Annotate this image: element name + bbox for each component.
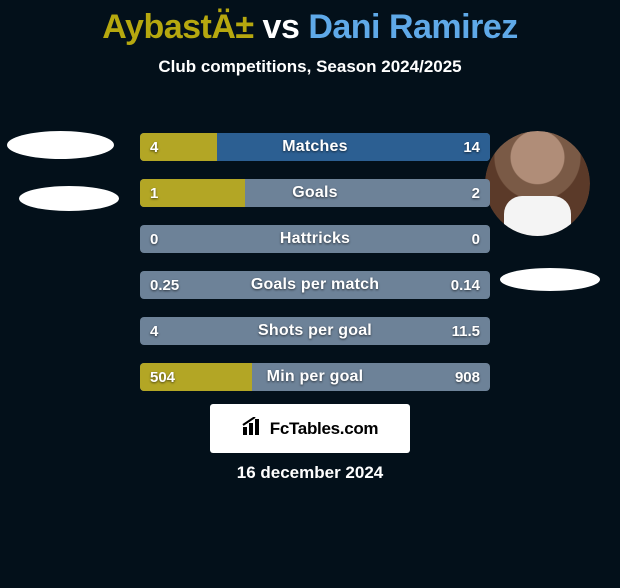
stat-bar: 12Goals <box>140 179 490 207</box>
player2-photo-placeholder <box>485 131 590 236</box>
stat-label: Goals per match <box>140 271 490 299</box>
player2-avatar <box>485 131 590 236</box>
comparison-title: AybastÄ± vs Dani Ramirez <box>0 8 620 47</box>
stat-bar: 00Hattricks <box>140 225 490 253</box>
subtitle: Club competitions, Season 2024/2025 <box>0 57 620 77</box>
date-label: 16 december 2024 <box>0 463 620 483</box>
brand-box: FcTables.com <box>210 404 410 453</box>
brand-text: FcTables.com <box>270 419 379 439</box>
player1-name: AybastÄ± <box>102 8 253 46</box>
stat-bar: 414Matches <box>140 133 490 161</box>
avatar-left-placeholder-shape-1 <box>7 131 114 159</box>
stat-label: Matches <box>140 133 490 161</box>
stat-label: Goals <box>140 179 490 207</box>
stat-label: Shots per goal <box>140 317 490 345</box>
comparison-bars: 414Matches 12Goals 00Hattricks 0.250.14Goal… <box>140 133 490 409</box>
stat-bar: 0.250.14Goals per match <box>140 271 490 299</box>
vs-label: vs <box>263 8 300 46</box>
player2-name: Dani Ramirez <box>308 8 517 46</box>
stat-label: Hattricks <box>140 225 490 253</box>
brand-icon <box>242 417 264 440</box>
stat-label: Min per goal <box>140 363 490 391</box>
avatar-left-placeholder-shape-2 <box>19 186 119 211</box>
stat-bar: 411.5Shots per goal <box>140 317 490 345</box>
player2-shadow-ellipse <box>500 268 600 291</box>
stat-bar: 504908Min per goal <box>140 363 490 391</box>
